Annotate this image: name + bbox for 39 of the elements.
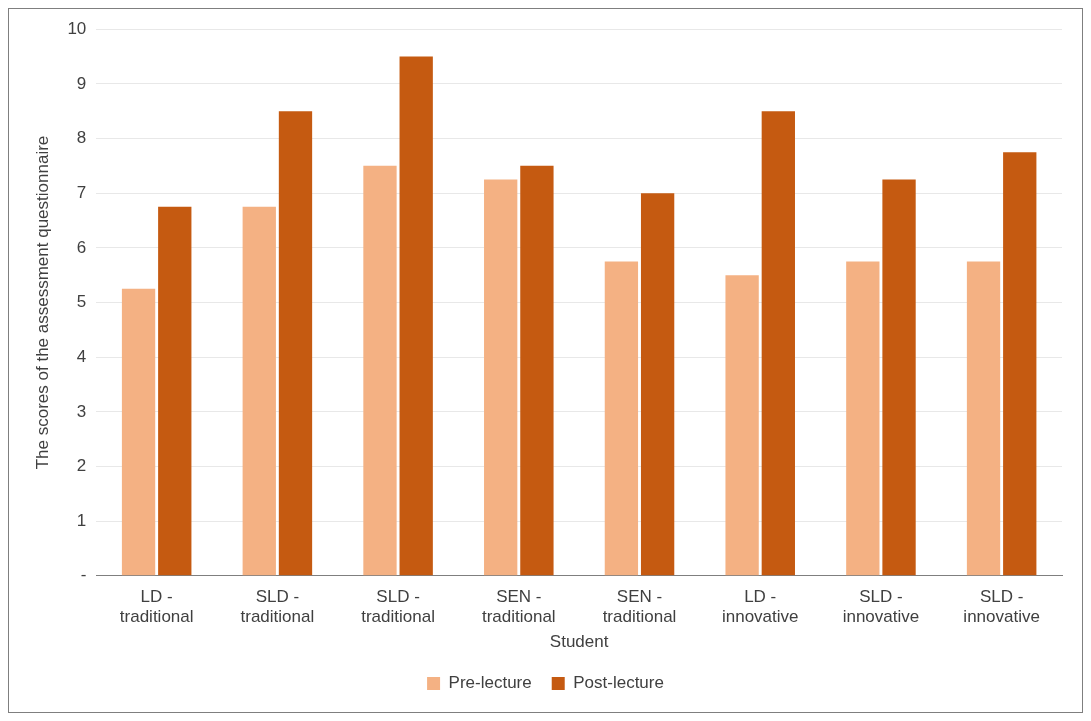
bar xyxy=(121,288,156,576)
x-axis-title: Student xyxy=(549,632,609,652)
y-tick-label: 4 xyxy=(76,346,87,366)
x-tick-label: SEN - traditional xyxy=(602,586,677,627)
y-tick-label: 6 xyxy=(76,237,87,257)
y-tick-label: 10 xyxy=(67,18,87,38)
bar xyxy=(520,165,554,576)
legend-label: Post-lecture xyxy=(573,673,664,693)
y-tick-label: 3 xyxy=(76,401,87,421)
bar xyxy=(761,111,795,576)
y-axis-title: The scores of the assessment questionnaire xyxy=(32,135,52,470)
bar xyxy=(363,165,397,576)
bar xyxy=(278,111,313,576)
legend-label: Pre-lecture xyxy=(448,673,532,693)
x-tick-label: LD - innovative xyxy=(721,586,799,627)
bar xyxy=(725,275,759,576)
bar xyxy=(882,179,916,576)
bar xyxy=(966,261,1001,576)
x-tick-label: SLD - traditional xyxy=(361,586,435,627)
bar xyxy=(242,206,276,576)
y-tick-label: 5 xyxy=(76,292,87,312)
y-tick-label: 7 xyxy=(76,182,87,202)
y-tick-label: 9 xyxy=(76,73,87,93)
x-tick-label: SEN - traditional xyxy=(481,586,556,627)
y-tick-label: 2 xyxy=(76,456,87,476)
x-tick-label: LD - traditional xyxy=(119,586,194,627)
bar xyxy=(484,179,518,576)
bar xyxy=(846,261,880,576)
bar xyxy=(640,193,675,576)
x-tick-label: SLD - innovative xyxy=(842,586,920,627)
x-tick-label: SLD - innovative xyxy=(963,586,1040,627)
bar xyxy=(158,206,192,576)
y-tick-label: - xyxy=(80,565,87,585)
bar xyxy=(604,261,639,576)
x-tick-label: SLD - traditional xyxy=(240,586,315,627)
bar xyxy=(1003,152,1037,576)
bar xyxy=(399,56,433,576)
y-tick-label: 1 xyxy=(76,510,87,530)
y-tick-label: 8 xyxy=(76,128,87,148)
